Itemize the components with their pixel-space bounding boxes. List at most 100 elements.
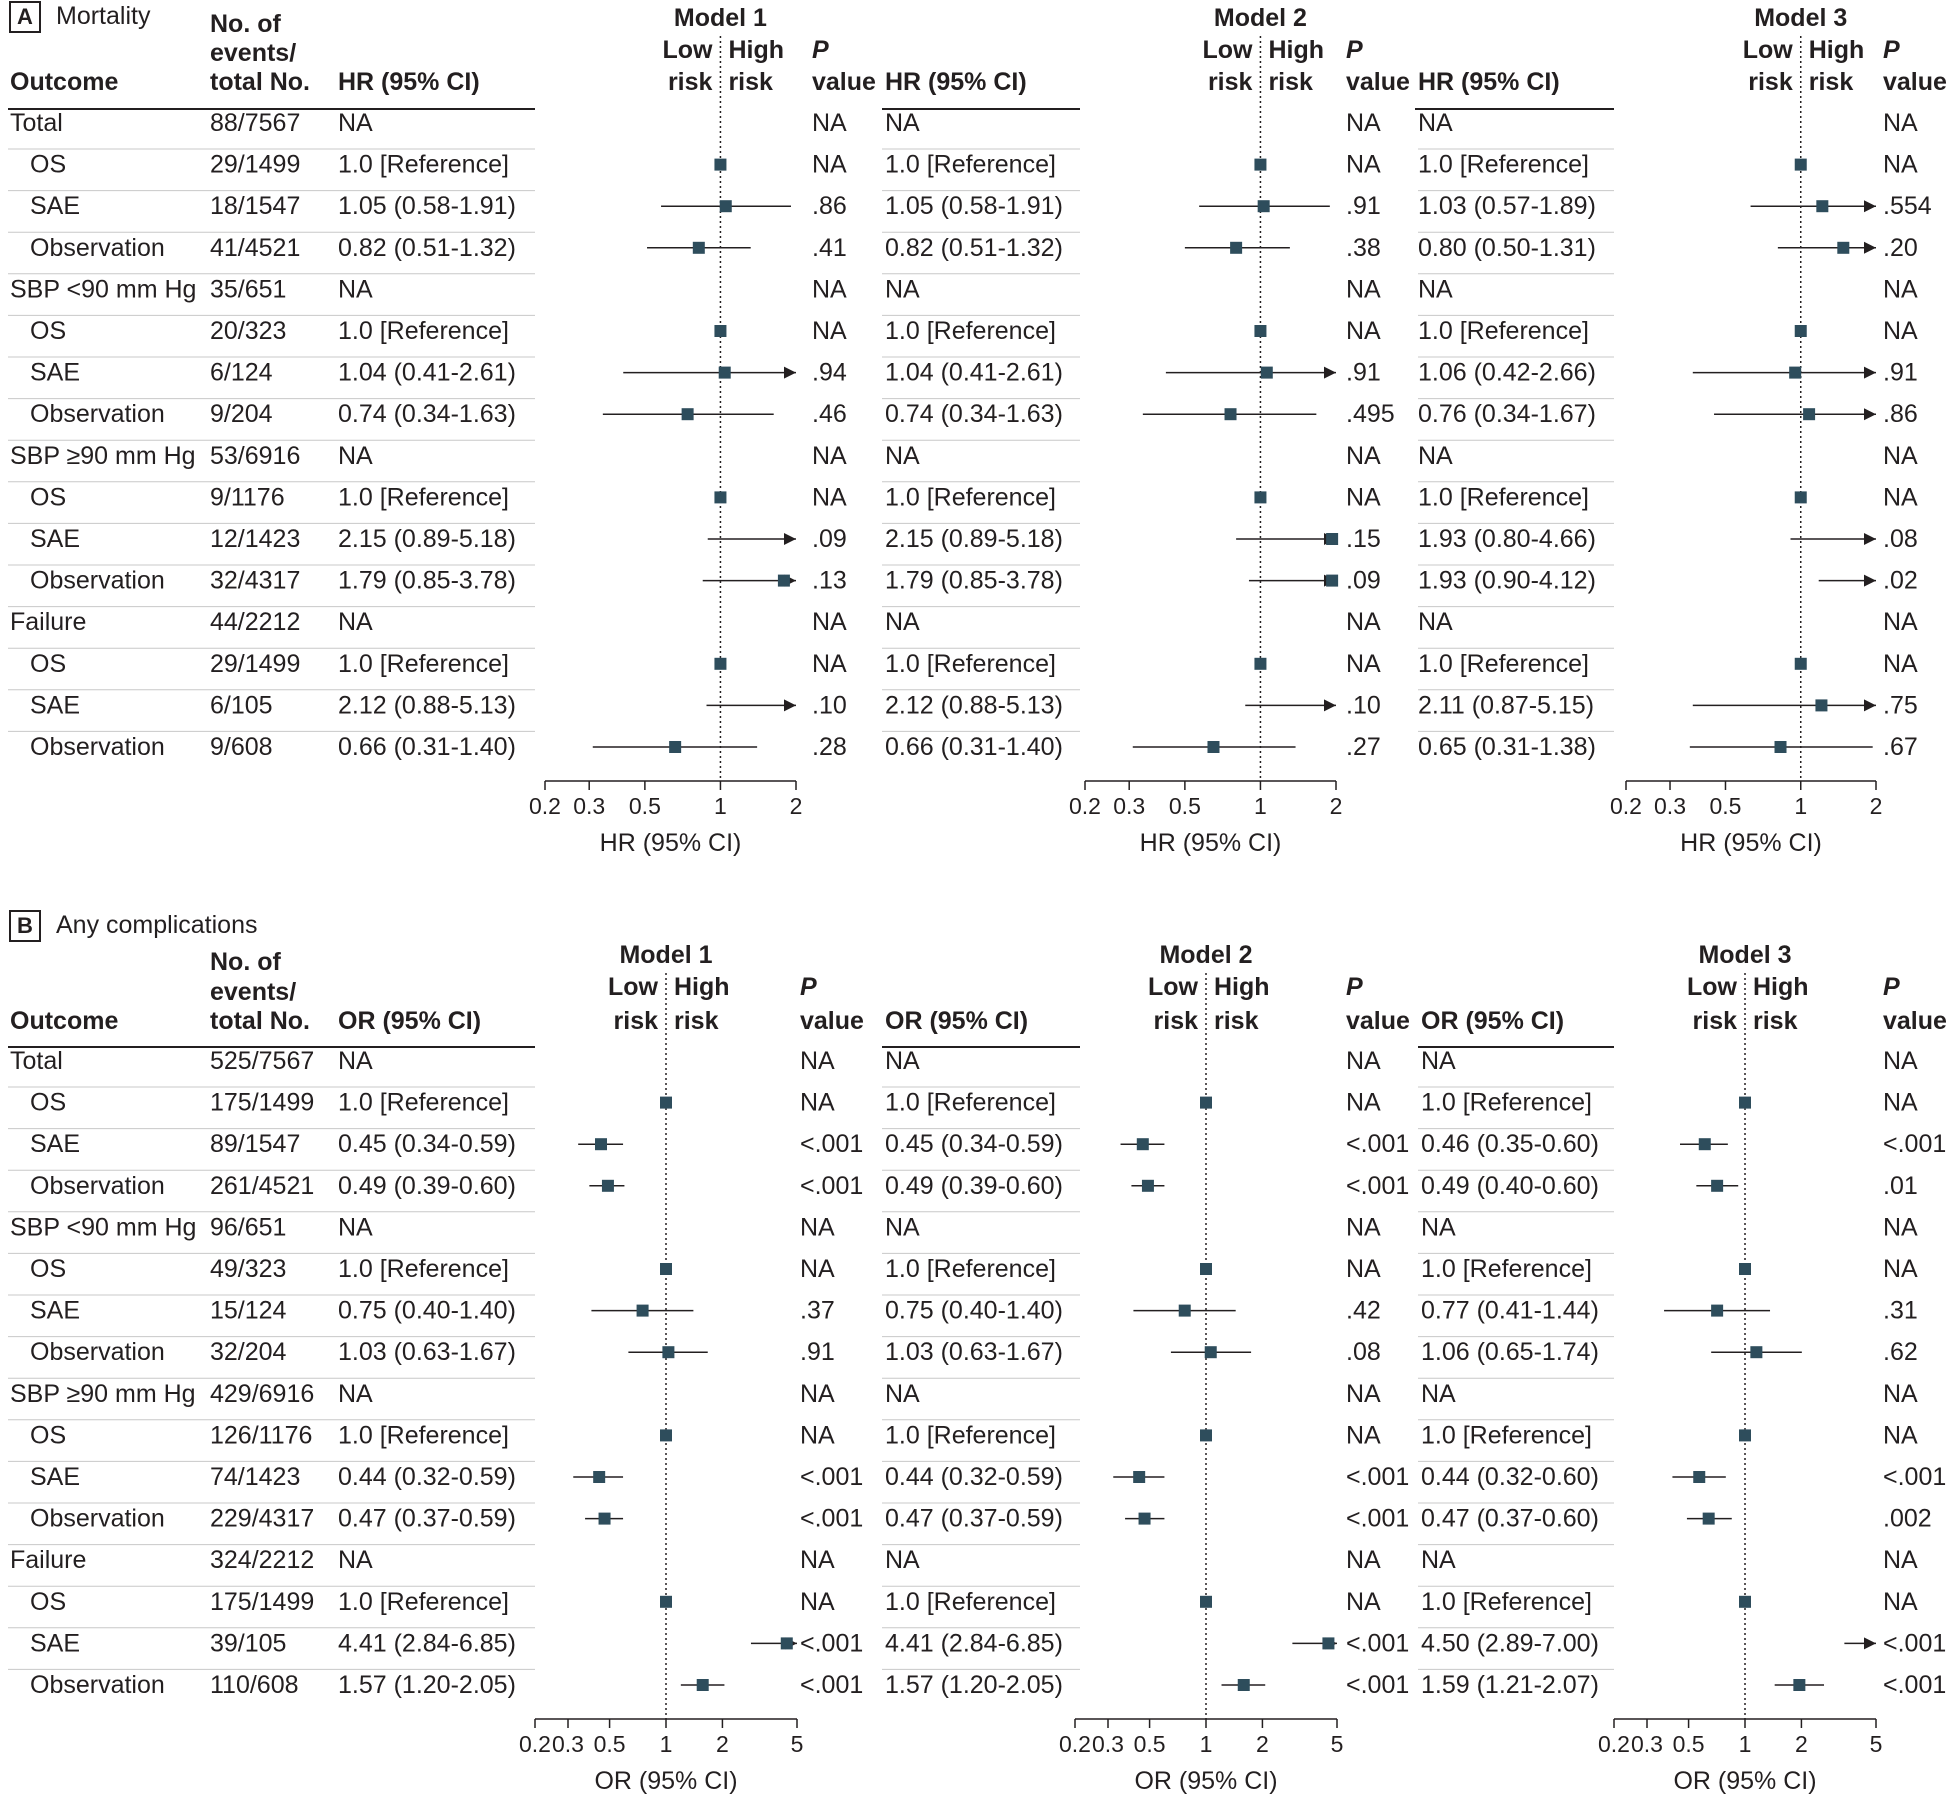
high-risk-label: High <box>1268 36 1324 64</box>
events-count: 41/4521 <box>210 234 300 262</box>
estimate-ci-text: 1.0 [Reference] <box>885 1421 1056 1449</box>
estimate-ci-text: 0.46 (0.35-0.60) <box>1421 1130 1599 1158</box>
p-value: NA <box>1883 1047 1918 1075</box>
events-count: 96/651 <box>210 1213 286 1241</box>
measure-header: OR (95% CI) <box>885 1007 1028 1035</box>
model-title: Model 3 <box>1754 4 1847 32</box>
x-tick-label: 2 <box>1330 793 1343 819</box>
point-estimate-marker <box>1237 1679 1250 1691</box>
table-row: SAE 89/1547 0.45 (0.34-0.59) <box>8 1130 1614 1171</box>
point-estimate-marker <box>601 1179 614 1192</box>
table-row: OS 49/323 1.0 [Reference] <box>8 1255 1614 1296</box>
p-value: .002 <box>1883 1505 1932 1533</box>
p-value: NA <box>1883 608 1918 636</box>
estimate-ci-text: 1.0 [Reference] <box>338 1588 509 1616</box>
p-value: .20 <box>1883 234 1918 262</box>
estimate-ci-text: 2.11 (0.87-5.15) <box>1418 691 1594 719</box>
outcome-label: OS <box>30 1089 66 1117</box>
events-count: 525/7567 <box>210 1047 314 1075</box>
p-value: <.001 <box>1883 1463 1946 1491</box>
p-value: .01 <box>1883 1172 1918 1200</box>
estimate-ci-text: 1.0 [Reference] <box>338 483 509 511</box>
outcome-label: Observation <box>30 1338 165 1366</box>
measure-header: OR (95% CI) <box>338 1007 481 1035</box>
table-row: SBP <90 mm Hg 35/651 NA <box>8 275 1614 316</box>
x-tick-label: 0.5 <box>629 793 661 819</box>
estimate-ci-text: 1.0 [Reference] <box>338 1089 509 1117</box>
estimate-ci-text: 0.66 (0.31-1.40) <box>885 733 1063 761</box>
x-tick-label: 5 <box>1331 1731 1344 1757</box>
p-value: NA <box>1883 1255 1918 1283</box>
p-value: NA <box>800 1380 835 1408</box>
point-estimate-marker <box>1739 1096 1751 1109</box>
estimate-ci-text: 0.65 (0.31-1.38) <box>1418 733 1596 761</box>
low-risk-label: risk <box>1154 1007 1199 1035</box>
x-tick-label: 1 <box>1739 1731 1752 1757</box>
p-value: NA <box>1346 483 1381 511</box>
table-row: OS 20/323 1.0 [Reference] <box>8 317 1614 358</box>
outcome-label: Observation <box>30 400 165 428</box>
p-value: .31 <box>1883 1297 1918 1325</box>
point-estimate-marker <box>1254 491 1267 504</box>
point-estimate-marker <box>714 325 727 337</box>
estimate-ci-text: 1.0 [Reference] <box>885 1588 1056 1616</box>
table-row: Total 525/7567 NA <box>8 1047 1614 1088</box>
events-header-line: events/ <box>210 978 296 1006</box>
high-risk-label: High <box>1809 36 1865 64</box>
point-estimate-marker <box>1207 741 1220 753</box>
x-tick-label: 0.5 <box>1169 793 1201 819</box>
p-value-header: value <box>800 1007 864 1035</box>
p-value: NA <box>800 1588 835 1616</box>
model-title: Model 3 <box>1698 941 1791 969</box>
events-count: 110/608 <box>210 1671 299 1699</box>
x-tick-label: 0.2 <box>1610 793 1642 819</box>
point-estimate-marker <box>662 1346 675 1359</box>
p-value: .75 <box>1883 691 1918 719</box>
estimate-ci-text: 2.15 (0.89-5.18) <box>885 525 1063 553</box>
model-title: Model 2 <box>1159 941 1252 969</box>
estimate-ci-text: 1.06 (0.42-2.66) <box>1418 359 1596 387</box>
p-value: NA <box>1346 151 1381 179</box>
outcome-label: OS <box>30 650 66 678</box>
point-estimate-marker <box>1254 325 1267 337</box>
measure-header: HR (95% CI) <box>338 68 480 96</box>
ci-truncation-arrow <box>1324 699 1336 712</box>
outcome-label: OS <box>30 483 66 511</box>
p-value: NA <box>1883 317 1918 345</box>
point-estimate-marker <box>696 1679 709 1691</box>
estimate-ci-text: 2.12 (0.88-5.13) <box>885 691 1063 719</box>
x-tick-label: 0.5 <box>1673 1731 1705 1757</box>
estimate-ci-text: 0.74 (0.34-1.63) <box>338 400 516 428</box>
estimate-ci-text: 1.03 (0.63-1.67) <box>338 1338 516 1366</box>
table-row: Observation 32/4317 1.79 (0.85-3.78) <box>8 567 1614 608</box>
x-axis-label: HR (95% CI) <box>1680 829 1822 857</box>
high-risk-label: risk <box>728 68 773 96</box>
ci-truncation-arrow <box>1864 699 1876 712</box>
p-value: NA <box>1883 442 1918 470</box>
x-tick-label: 1 <box>1200 1731 1213 1757</box>
p-value: .495 <box>1346 400 1395 428</box>
p-value-header: value <box>1883 1007 1947 1035</box>
point-estimate-marker <box>1816 200 1829 213</box>
p-value: NA <box>1346 608 1381 636</box>
p-value: .41 <box>812 234 847 262</box>
estimate-ci-text: NA <box>338 275 373 303</box>
low-risk-label: Low <box>662 36 713 64</box>
x-tick-label: 2 <box>1870 793 1883 819</box>
p-value: NA <box>800 1047 835 1075</box>
p-value: .91 <box>800 1338 835 1366</box>
p-value: .94 <box>812 359 847 387</box>
p-value: NA <box>800 1255 835 1283</box>
point-estimate-marker <box>1793 1679 1806 1691</box>
events-count: 6/124 <box>210 359 273 387</box>
outcome-label: SAE <box>30 691 80 719</box>
p-value-header: P <box>812 36 829 64</box>
p-value: NA <box>1883 1421 1918 1449</box>
p-value: <.001 <box>1346 1671 1409 1699</box>
p-value: .37 <box>800 1297 835 1325</box>
estimate-ci-text: 0.82 (0.51-1.32) <box>338 234 516 262</box>
p-value: .08 <box>1346 1338 1381 1366</box>
table-row: Observation 9/204 0.74 (0.34-1.63) <box>8 400 1614 441</box>
panel-title: Any complications <box>56 911 257 939</box>
